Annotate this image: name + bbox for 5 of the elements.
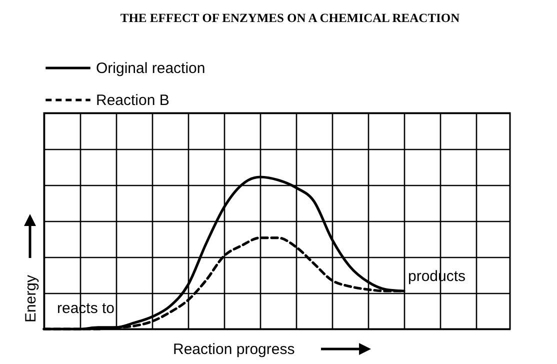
x-axis-title: Reaction progress — [173, 341, 295, 358]
chart-title: THE EFFECT OF ENZYMES ON A CHEMICAL REACTION — [120, 11, 460, 25]
y-axis-title: Energy — [22, 274, 40, 322]
legend-label: Reaction B — [96, 92, 170, 109]
legend-label: Original reaction — [96, 60, 206, 77]
